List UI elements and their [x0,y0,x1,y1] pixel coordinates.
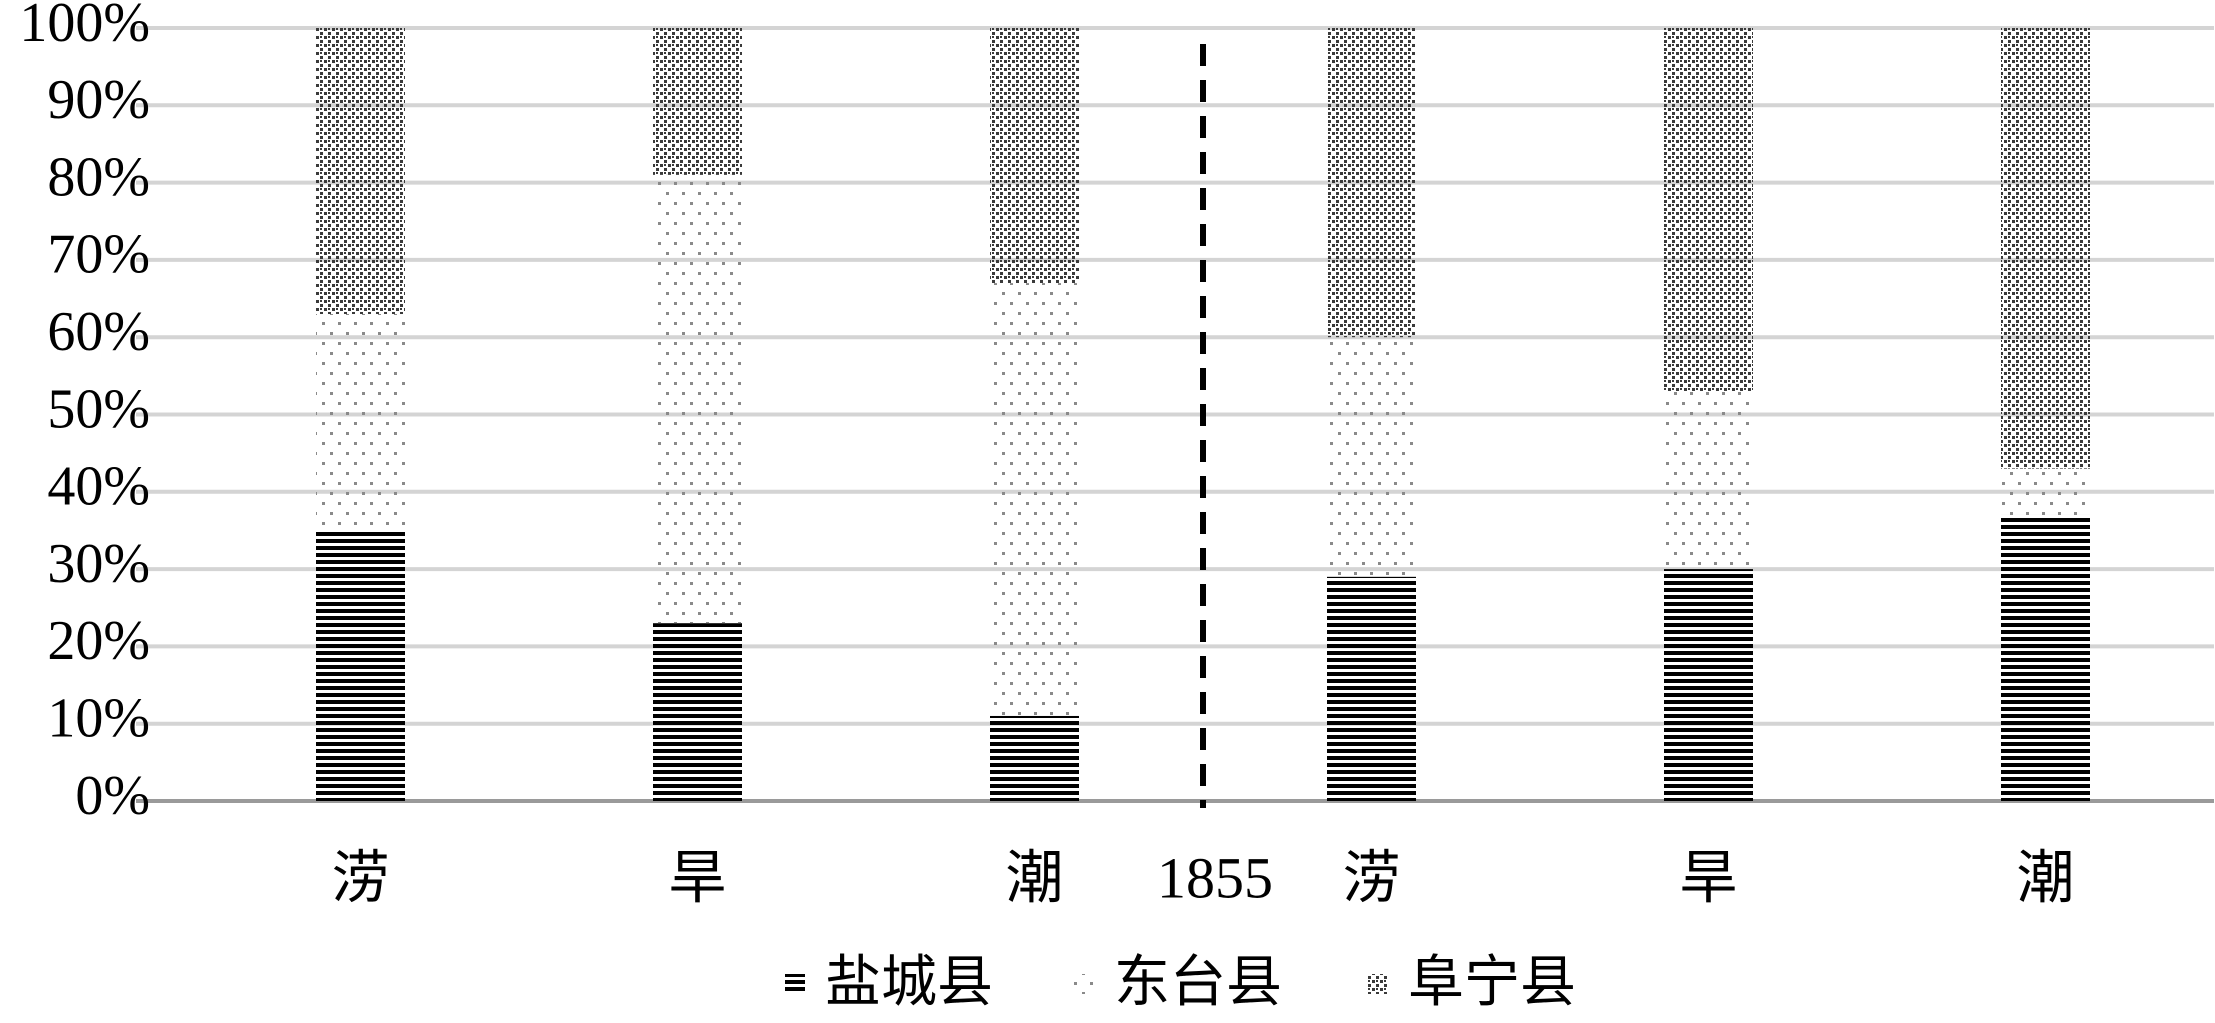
y-tick-label: 60% [47,301,150,363]
annotation: 1855 [1157,845,1273,910]
y-tick-label: 10% [47,688,150,750]
x-tick-label: 潮 [2016,845,2074,910]
bar-segment [1664,28,1753,392]
bar-segment [2001,28,2090,469]
bar-segment [1327,337,1416,577]
legend-marker [1074,974,1094,994]
legend-label: 东台县 [1114,952,1282,1014]
legend-marker [1368,974,1388,994]
legend-marker [785,974,805,994]
bar-segment [1664,391,1753,570]
y-tick-label: 90% [47,69,150,131]
bar-segment [1664,569,1753,801]
y-tick-label: 70% [47,224,150,286]
legend-label: 盐城县 [825,952,993,1014]
y-tick-label: 80% [47,146,150,208]
bar-segment [653,623,742,801]
y-tick-label: 30% [47,533,150,595]
y-tick-label: 20% [47,610,150,672]
x-tick-label: 旱 [1679,845,1737,910]
bar-segment [316,314,405,531]
bar-segment [990,715,1079,801]
bar-segment [2001,468,2090,515]
legend-label: 阜宁县 [1408,952,1576,1014]
bar-segment [316,28,405,315]
x-tick-label: 涝 [331,845,389,910]
bar-segment [1327,576,1416,801]
x-tick-label: 旱 [668,845,726,910]
y-tick-label: 50% [47,378,150,440]
bar-segment [653,28,742,175]
y-tick-label: 40% [47,456,150,518]
bar-segment [990,28,1079,284]
bar-segment [990,283,1079,716]
x-tick-label: 潮 [1005,845,1063,910]
y-tick-label: 0% [75,765,150,827]
x-tick-label: 涝 [1342,845,1400,910]
bar-segment [2001,514,2090,801]
bar-segment [316,530,405,801]
bar-segment [1327,28,1416,338]
y-tick-label: 100% [19,0,150,54]
bar-segment [653,174,742,624]
